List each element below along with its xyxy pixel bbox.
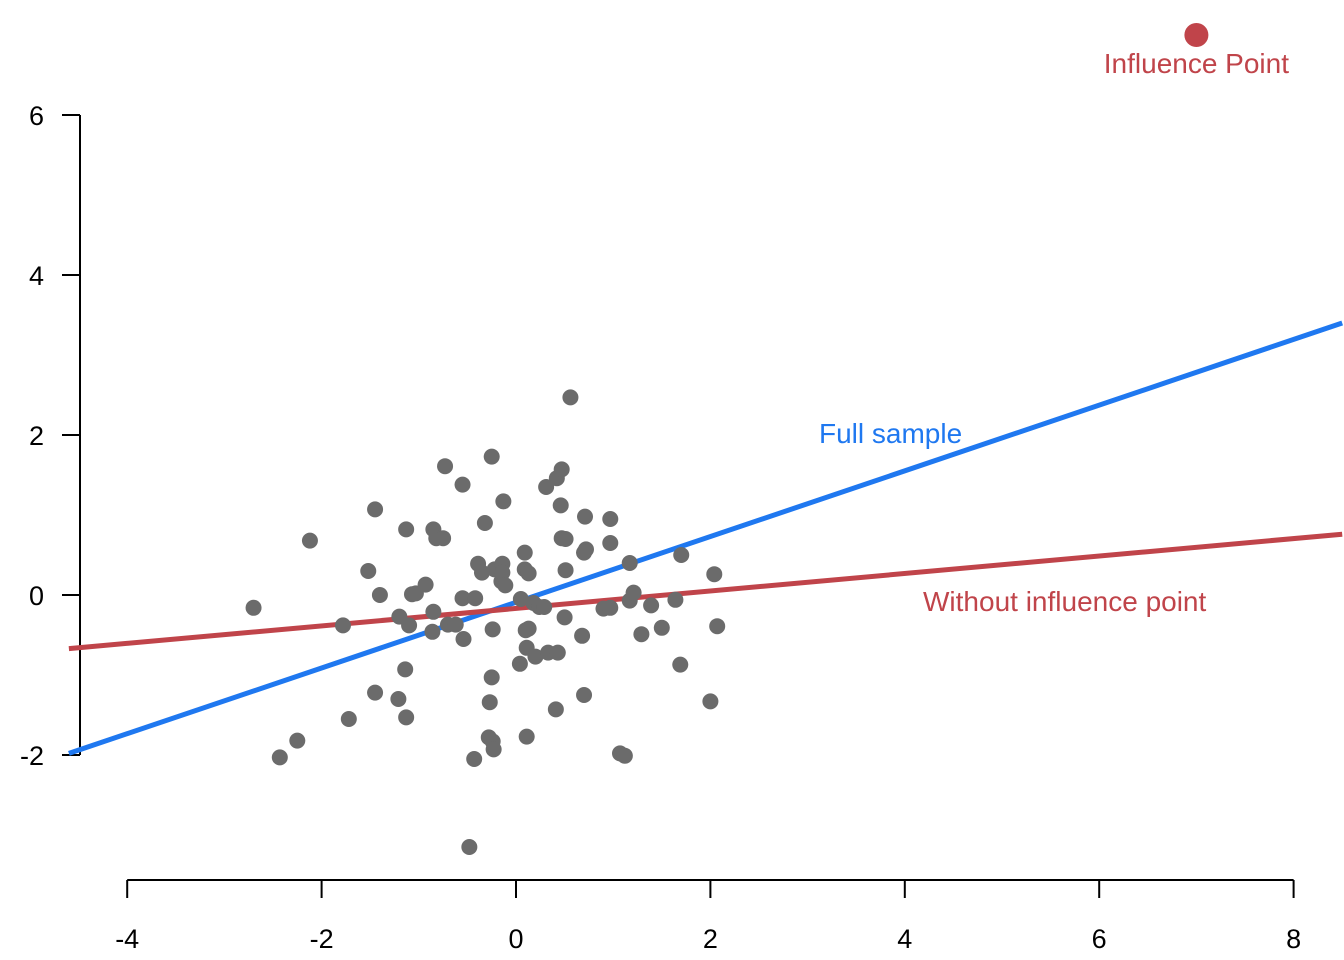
data-point xyxy=(602,535,619,551)
y-tick-label: 0 xyxy=(29,581,44,611)
data-point xyxy=(667,591,684,608)
data-point xyxy=(397,661,414,678)
data-point xyxy=(447,616,464,633)
data-point xyxy=(538,479,555,495)
data-point xyxy=(602,599,619,616)
data-point xyxy=(512,591,529,607)
data-point xyxy=(702,693,719,710)
without-influence-line-label: Without influence point xyxy=(923,586,1207,617)
data-point xyxy=(245,599,262,616)
data-point xyxy=(549,644,566,661)
data-point xyxy=(455,631,472,647)
x-tick-label: 4 xyxy=(897,924,912,954)
data-point xyxy=(553,461,570,478)
annotations: Influence Point Full sample Without infl… xyxy=(819,23,1289,617)
data-point xyxy=(557,531,574,547)
data-point xyxy=(271,749,288,766)
data-point xyxy=(602,511,619,527)
x-tick-label: 2 xyxy=(703,924,718,954)
data-point xyxy=(398,709,415,726)
data-point xyxy=(367,501,384,518)
data-point xyxy=(520,565,537,582)
y-axis-ticks: -2 0 2 4 6 xyxy=(20,101,80,771)
data-point xyxy=(289,732,306,749)
y-tick-label: -2 xyxy=(20,741,44,771)
data-point xyxy=(484,621,501,638)
data-point xyxy=(454,590,471,607)
data-point xyxy=(467,590,484,607)
influence-point-marker xyxy=(1184,23,1209,47)
data-point xyxy=(547,701,564,718)
data-point xyxy=(653,619,670,636)
influence-point-label: Influence Point xyxy=(1104,48,1289,79)
y-tick-label: 4 xyxy=(29,261,44,291)
data-point xyxy=(466,751,483,767)
data-point xyxy=(552,497,569,514)
x-tick-label: 8 xyxy=(1286,924,1301,954)
data-point xyxy=(435,530,452,547)
data-point xyxy=(556,609,573,626)
data-point xyxy=(574,627,591,644)
data-point xyxy=(672,656,689,673)
data-point xyxy=(643,597,660,614)
data-point xyxy=(576,687,593,703)
data-point xyxy=(476,515,493,531)
data-point xyxy=(557,562,574,579)
data-point xyxy=(495,493,512,510)
data-point xyxy=(424,623,441,640)
data-point xyxy=(301,532,318,549)
data-point xyxy=(511,655,528,672)
data-point xyxy=(398,521,415,538)
data-point xyxy=(390,691,407,707)
data-point xyxy=(517,622,534,639)
axes: -2 0 2 4 6 -4 -2 0 2 4 6 8 xyxy=(20,101,1301,954)
x-tick-label: 0 xyxy=(508,924,523,954)
without-influence-line xyxy=(68,531,1343,652)
data-point xyxy=(417,576,434,593)
data-point xyxy=(425,603,442,620)
data-point xyxy=(709,618,726,635)
data-point xyxy=(673,547,690,563)
data-point xyxy=(625,584,642,601)
data-point xyxy=(334,617,351,634)
data-point xyxy=(340,711,357,727)
x-tick-label: -4 xyxy=(115,924,139,954)
data-point xyxy=(536,599,553,615)
regression-lines xyxy=(68,320,1344,756)
y-tick-label: 6 xyxy=(29,101,44,131)
data-point xyxy=(483,448,500,465)
data-point xyxy=(360,563,377,579)
data-point xyxy=(494,564,511,581)
data-point xyxy=(633,626,650,643)
data-point xyxy=(577,508,594,525)
data-point xyxy=(518,728,535,745)
data-point xyxy=(401,617,418,634)
x-axis-ticks: -4 -2 0 2 4 6 8 xyxy=(115,880,1301,954)
full-sample-line xyxy=(68,320,1344,756)
scatter-points xyxy=(245,389,726,855)
data-point xyxy=(562,389,579,406)
data-point xyxy=(576,544,593,561)
data-point xyxy=(485,741,502,758)
full-sample-line-label: Full sample xyxy=(819,418,962,449)
data-point xyxy=(483,669,500,686)
data-point xyxy=(497,577,514,594)
data-point xyxy=(706,566,723,583)
x-tick-label: 6 xyxy=(1092,924,1107,954)
data-point xyxy=(527,648,544,665)
data-point xyxy=(621,555,638,571)
data-point xyxy=(481,694,498,711)
data-point xyxy=(437,458,454,475)
x-tick-label: -2 xyxy=(310,924,334,954)
data-point xyxy=(461,839,478,855)
data-point xyxy=(516,544,533,561)
data-point xyxy=(616,747,633,764)
data-point xyxy=(371,587,388,603)
data-point xyxy=(473,564,490,581)
data-point xyxy=(454,476,471,493)
data-point xyxy=(367,684,384,701)
y-tick-label: 2 xyxy=(29,421,44,451)
